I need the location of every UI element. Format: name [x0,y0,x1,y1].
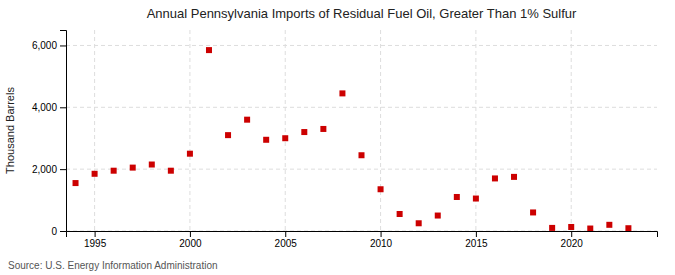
point [149,162,155,168]
title: Annual Pennsylvania Imports of Residual … [147,6,577,21]
y-tick-mark [60,107,66,108]
grid [66,30,657,231]
grid-line-x [189,30,190,231]
y-tick-mark [60,45,66,46]
y-axis: 0 2,000 4,000 6,000 [32,31,67,237]
y-tick: 2,000 [32,164,66,175]
point [244,117,250,123]
y-tick-label: 4,000 [32,102,57,113]
point [339,90,345,96]
y-tick-label: 6,000 [32,40,57,51]
y-axis-title: Thousand Barrels [4,87,16,174]
grid-line-y [66,107,657,108]
point [111,168,117,174]
point [320,126,326,132]
x-tick: 2000 [179,231,202,249]
x-tick: 2015 [465,231,488,249]
point [378,186,384,192]
x-tick: 1995 [84,231,107,249]
grid-line-x [285,30,286,231]
y-tick: 0 [51,226,66,237]
x-tick: 2020 [561,231,584,249]
grid-line-x [571,30,572,231]
y-tick-mark [60,231,66,232]
point [301,129,307,135]
y-tick-label: 2,000 [32,164,57,175]
x-tick-mark [381,231,382,237]
point [568,224,574,230]
point [168,168,174,174]
point [435,213,441,219]
grid-line-x [94,30,95,231]
annotation: Source: U.S. Energy Information Administ… [8,260,218,271]
point [206,47,212,53]
x-tick-mark [571,231,572,237]
x-tick-mark [95,231,96,237]
y-tick: 4,000 [32,102,66,113]
point [92,171,98,177]
x-axis: 1995 2000 2005 2010 2015 2020 [67,231,658,249]
x-tick-mark [285,231,286,237]
x-tick-label: 2015 [465,238,488,249]
x-tick: 2005 [275,231,298,249]
x-tick-label: 2005 [275,238,298,249]
point [225,132,231,138]
point [130,165,136,171]
point [187,151,193,157]
x-tick-label: 2000 [179,238,202,249]
plot: 1995 2000 2005 2010 2015 2020 0 2,000 4,000 6,000 [32,30,658,249]
point [359,152,365,158]
point [263,137,269,143]
y-tick-label: 0 [51,226,57,237]
x-tick-label: 1995 [84,238,107,249]
point [549,225,555,231]
point [282,135,288,141]
chart: 1995 2000 2005 2010 2015 2020 0 2,000 4,000 6,000… [0,0,675,275]
point [511,174,517,180]
x-tick-label: 2010 [370,238,393,249]
point [416,220,422,226]
points [73,47,632,231]
grid-line-x [380,30,381,231]
grid-line-y [66,45,657,46]
y-axis-line [60,31,67,232]
point [492,175,498,181]
point [606,222,612,228]
y-tick: 6,000 [32,40,66,51]
point [625,225,631,231]
grid-line-y [66,169,657,170]
y-tick-mark [60,169,66,170]
point [454,194,460,200]
point [73,180,79,186]
point [530,209,536,215]
x-tick-mark [476,231,477,237]
point [587,226,593,231]
x-tick: 2010 [370,231,393,249]
point [397,211,403,217]
x-tick-label: 2020 [561,238,584,249]
x-axis-line [67,232,658,238]
x-tick-mark [190,231,191,237]
point [473,196,479,202]
